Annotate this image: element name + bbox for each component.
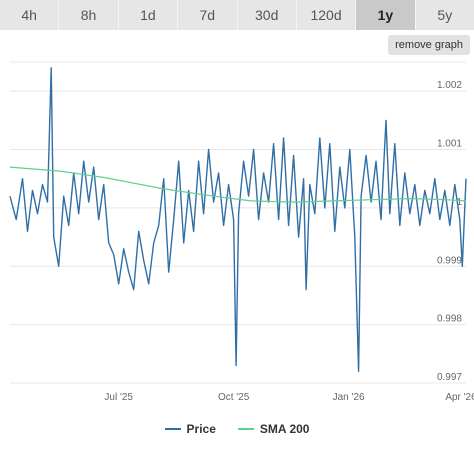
tab-1d[interactable]: 1d: [118, 0, 179, 30]
legend-item-price[interactable]: Price: [164, 422, 216, 436]
tab-120d[interactable]: 120d: [296, 0, 357, 30]
y-tick-label: 1: [456, 197, 462, 208]
price-swatch: [164, 428, 181, 430]
x-tick-label: Apr '26: [445, 392, 474, 403]
legend-item-sma[interactable]: SMA 200: [237, 422, 310, 436]
y-tick-label: 1.001: [437, 139, 462, 150]
sma-200-line: [9, 166, 467, 203]
y-tick-label: 1.002: [437, 80, 462, 91]
series: [9, 67, 467, 372]
tab-8h[interactable]: 8h: [59, 0, 119, 30]
tab-1y[interactable]: 1y: [356, 0, 416, 30]
y-tick-label: 0.998: [437, 314, 462, 325]
tab-5y[interactable]: 5y: [415, 0, 474, 30]
y-tick-label: 0.999: [437, 255, 462, 266]
x-tick-label: Oct '25: [218, 392, 250, 403]
x-axis: Jul '25 Oct '25 Jan '26 Apr '26: [104, 392, 474, 403]
sma-swatch: [237, 428, 254, 430]
time-range-tabs: 4h 8h 1d 7d 30d 120d 1y 5y: [0, 0, 474, 30]
x-tick-label: Jan '26: [333, 392, 365, 403]
x-tick-label: Jul '25: [104, 392, 133, 403]
remove-graph-button[interactable]: remove graph: [388, 35, 470, 55]
legend-label-price: Price: [186, 422, 216, 436]
tab-7d[interactable]: 7d: [178, 0, 238, 30]
tab-30d[interactable]: 30d: [237, 0, 297, 30]
legend-label-sma: SMA 200: [259, 422, 310, 436]
y-tick-label: 0.997: [437, 372, 462, 383]
y-axis: 0.997 0.998 0.999 1 1.001 1.002: [437, 80, 462, 383]
tab-4h[interactable]: 4h: [0, 0, 60, 30]
legend: Price SMA 200: [0, 418, 474, 440]
price-line: [9, 67, 467, 372]
